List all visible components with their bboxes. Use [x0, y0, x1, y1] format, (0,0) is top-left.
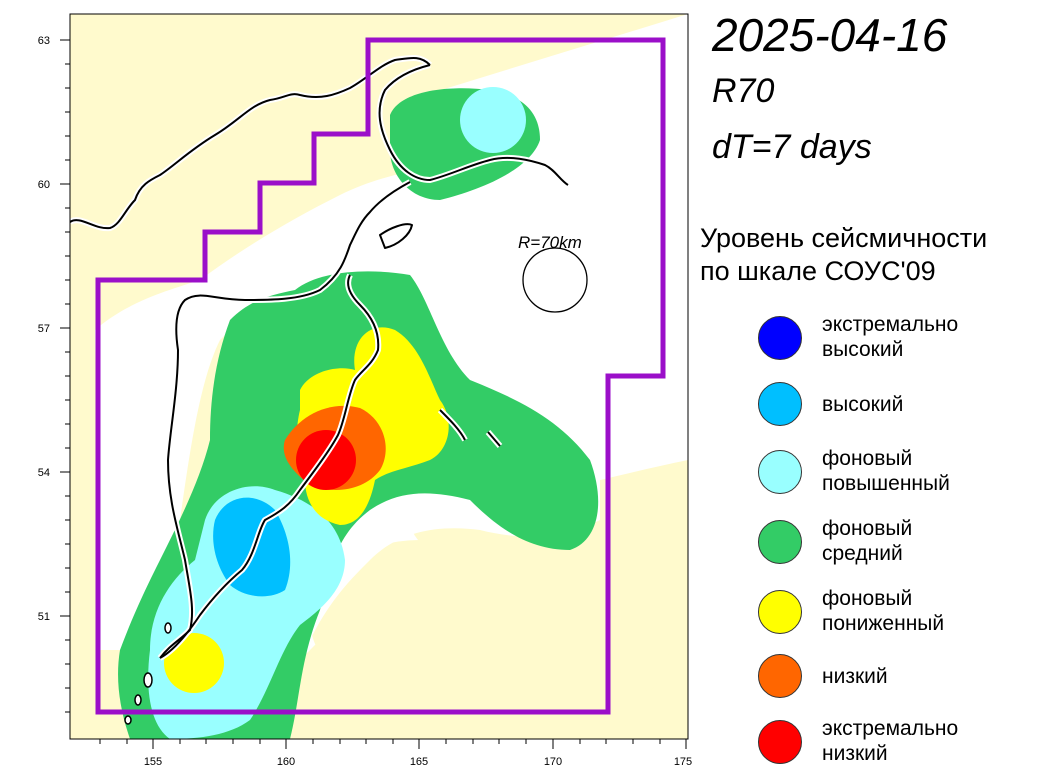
legend-label: высокий — [822, 392, 903, 417]
study-area-boundary — [95, 37, 666, 715]
lon-tick-label: 170 — [544, 756, 562, 768]
legend-swatch — [758, 654, 802, 698]
lon-tick-label: 175 — [674, 756, 692, 768]
lon-tick-label: 165 — [410, 756, 428, 768]
legend-label-line: высокий — [822, 393, 904, 416]
legend-label-line: пониженный — [822, 612, 945, 635]
lat-tick-label: 63 — [38, 35, 50, 47]
legend-swatch — [758, 520, 802, 564]
radius-reference-circle — [522, 247, 588, 313]
zone-background-elevated — [460, 87, 526, 153]
legend-label: фоновый пониженный — [822, 586, 944, 636]
lat-tick-label: 57 — [38, 323, 50, 335]
lon-tick-label: 160 — [277, 756, 295, 768]
legend-label-line: повышенный — [822, 472, 950, 495]
legend-item-high: высокий — [758, 382, 1044, 442]
seismicity-zones — [118, 87, 599, 739]
legend-label-line: средний — [822, 542, 903, 565]
lat-tick-label: 51 — [38, 611, 50, 623]
legend-label-line: высокий — [822, 338, 904, 361]
legend-item-extremely-low: экстремально низкий — [758, 716, 1044, 776]
map-radius-code: R70 — [712, 72, 775, 110]
legend-label-line: фоновый — [822, 517, 913, 540]
legend-label-line: экстремально — [822, 313, 959, 336]
legend-swatch — [758, 590, 802, 634]
legend-swatch — [758, 316, 802, 360]
legend-label: экстремально низкий — [822, 716, 958, 766]
legend-label-line: фоновый — [822, 447, 913, 470]
lon-tick-label: 155 — [144, 756, 162, 768]
legend-swatch — [758, 720, 802, 764]
legend-swatch — [758, 450, 802, 494]
map-date: 2025-04-16 — [712, 9, 948, 61]
legend-label: экстремально высокий — [822, 312, 958, 362]
legend-title-line: по шкале СОУС'09 — [700, 256, 936, 286]
lat-tick-label: 54 — [38, 467, 50, 479]
radius-label: R=70km — [518, 233, 582, 252]
coastlines — [70, 55, 570, 725]
legend-item-low: низкий — [758, 654, 1044, 714]
legend-swatch — [758, 382, 802, 426]
legend-title-line: Уровень сейсмичности — [700, 223, 988, 253]
legend-item-extremely-high: экстремально высокий — [758, 312, 1044, 372]
legend-item-background-elevated: фоновый повышенный — [758, 446, 1044, 506]
legend-label: фоновый повышенный — [822, 446, 950, 496]
legend-label-line: низкий — [822, 742, 888, 765]
legend-label-line: низкий — [822, 665, 888, 688]
legend-title: Уровень сейсмичности по шкале СОУС'09 — [700, 222, 987, 288]
axis-ticks — [60, 39, 687, 749]
lat-tick-label: 60 — [38, 179, 50, 191]
legend-item-background-low: фоновый пониженный — [758, 586, 1044, 646]
map-time-window: dT=7 days — [712, 128, 872, 166]
legend-label-line: экстремально — [822, 717, 959, 740]
legend-label: фоновый средний — [822, 516, 912, 566]
zone-background-low — [164, 633, 224, 693]
legend-label-line: фоновый — [822, 587, 913, 610]
legend-item-background-medium: фоновый средний — [758, 516, 1044, 576]
legend-label: низкий — [822, 664, 888, 689]
